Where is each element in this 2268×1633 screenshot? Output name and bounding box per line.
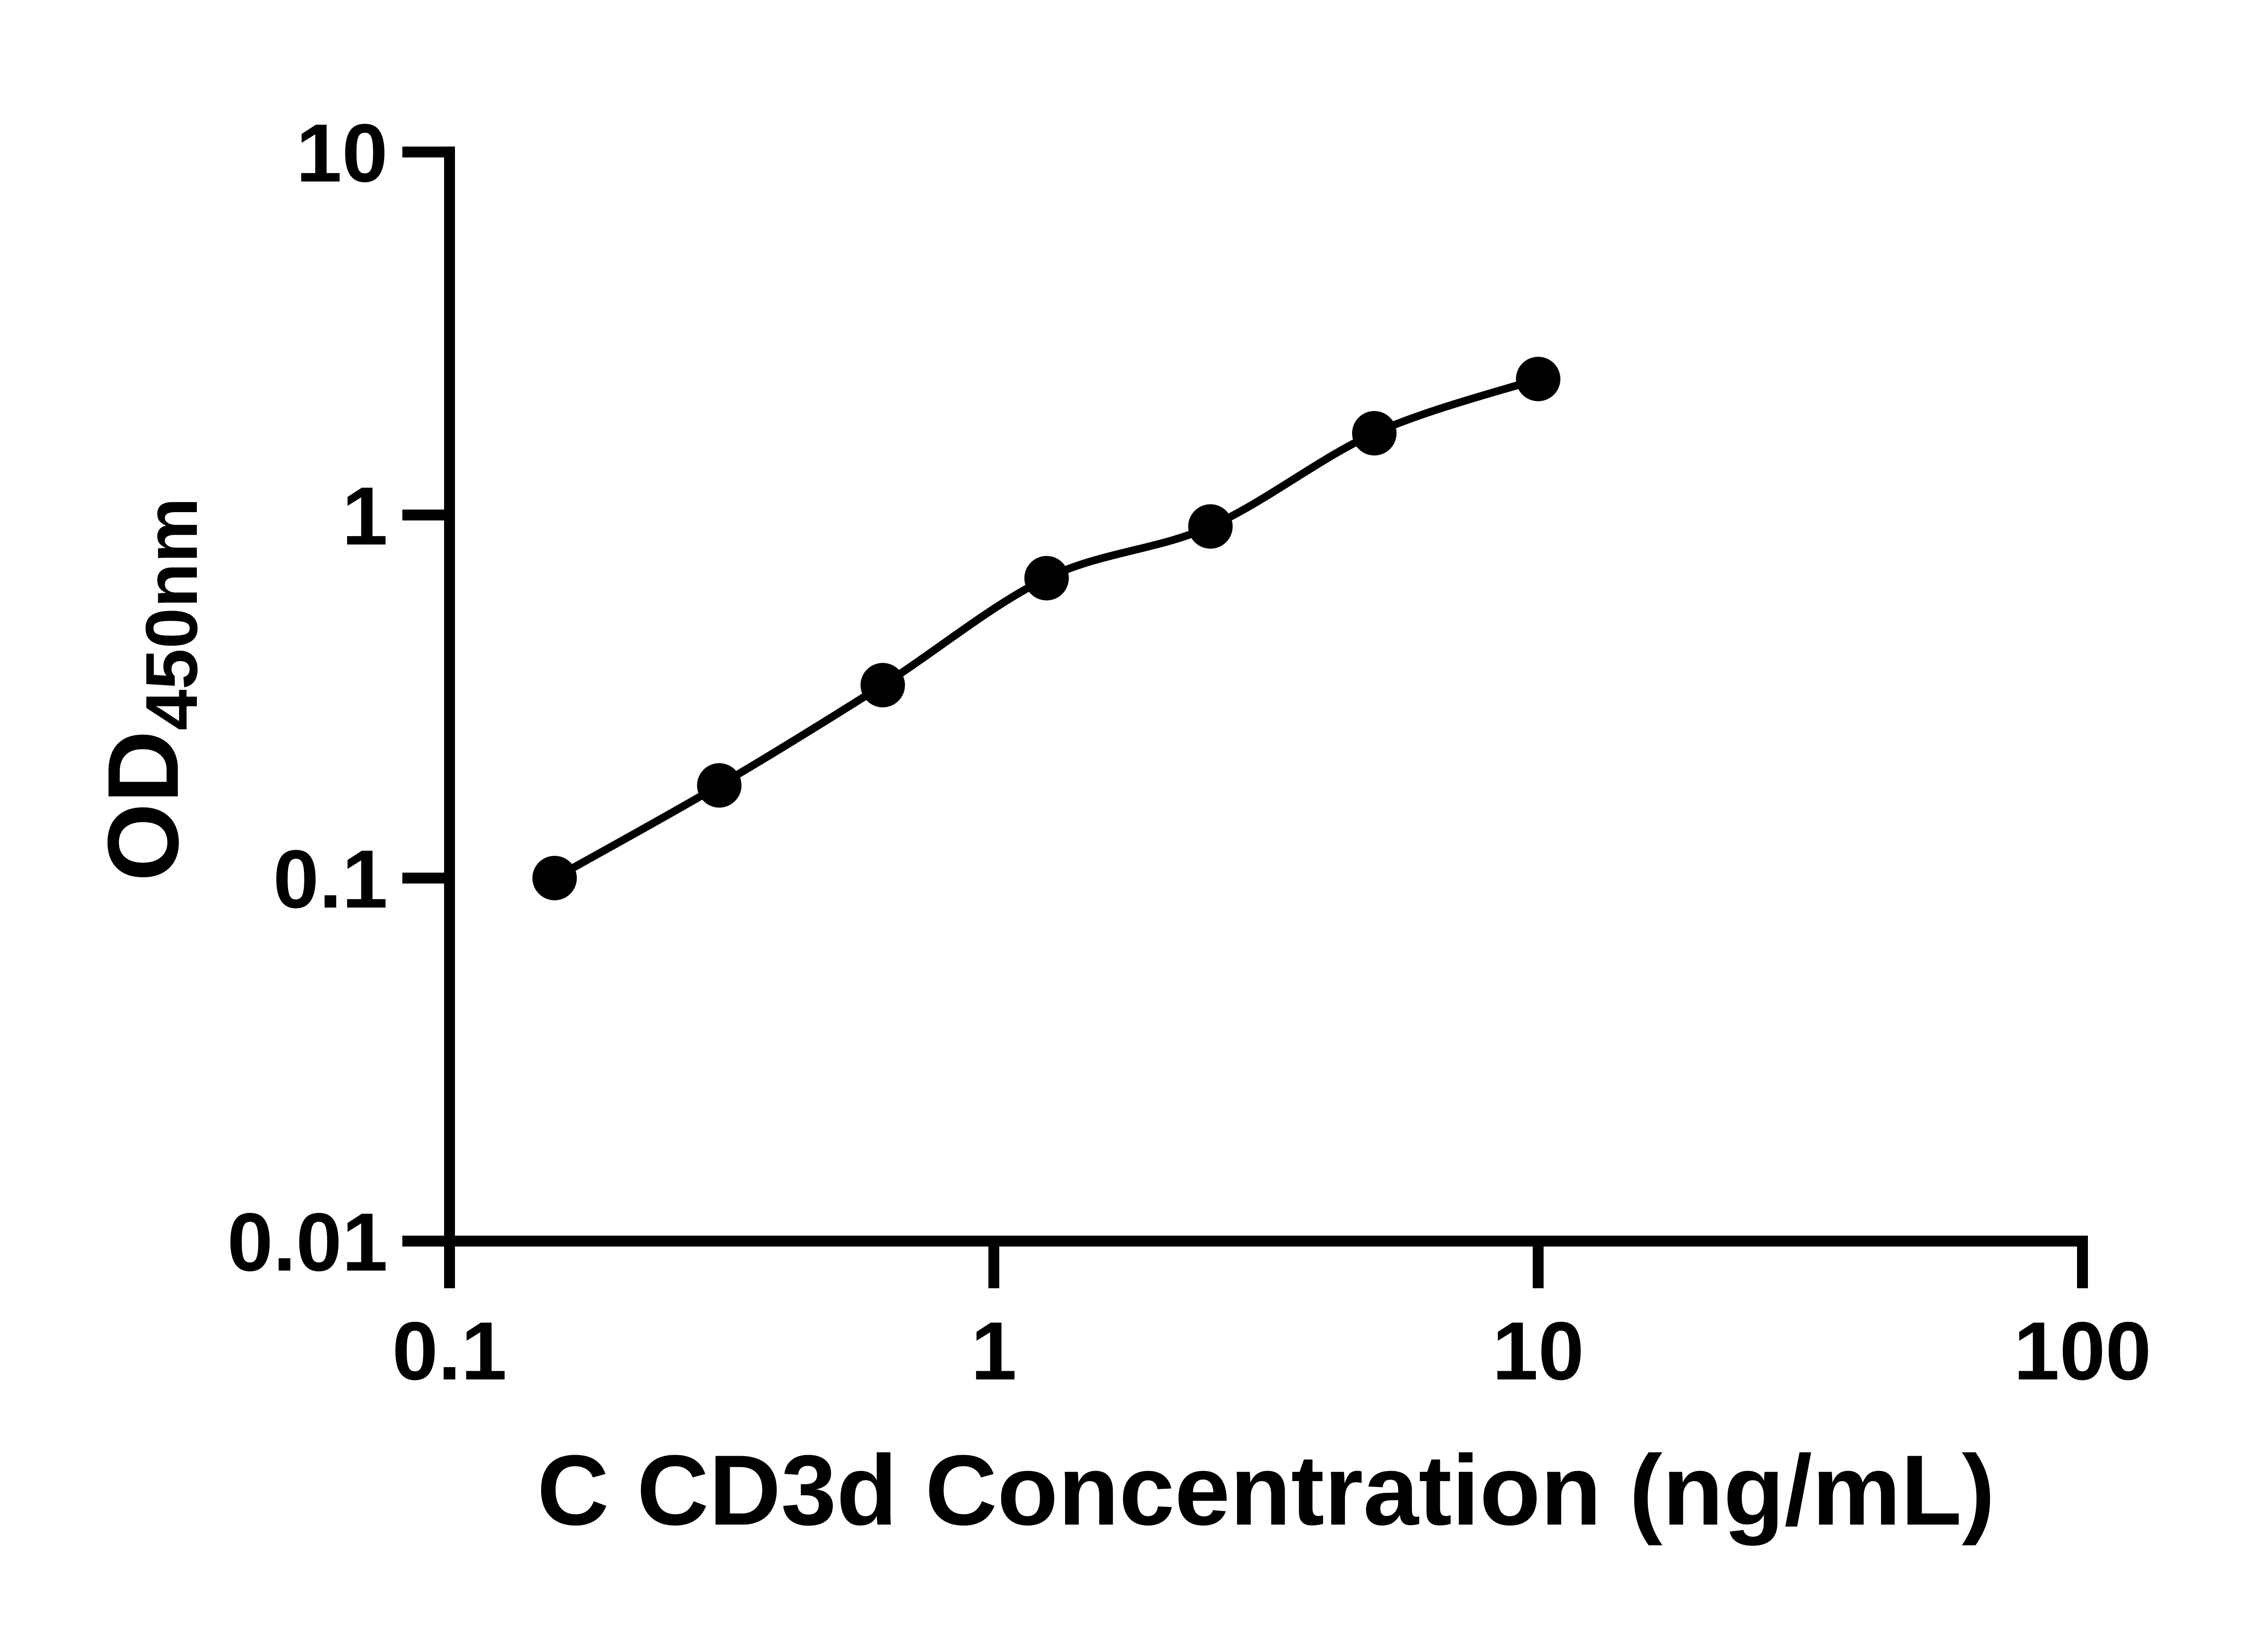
data-point-marker	[532, 856, 577, 900]
axes	[444, 147, 2088, 1247]
data-point-marker	[697, 763, 742, 808]
data-series	[532, 357, 1560, 900]
x-tick-label: 10	[1492, 1305, 1584, 1397]
y-axis-title: OD450nm	[87, 498, 213, 881]
y-tick-label: 0.01	[227, 1196, 388, 1288]
data-point-marker	[1352, 411, 1397, 456]
x-tick-label: 100	[2014, 1305, 2151, 1397]
data-point-marker	[1024, 556, 1069, 601]
y-axis-title-subscript: 450nm	[131, 498, 213, 730]
data-point-marker	[1188, 504, 1233, 549]
x-tick-label: 0.1	[392, 1305, 507, 1397]
y-tick-label: 0.1	[273, 833, 388, 925]
tick-marks	[402, 147, 2088, 1288]
y-tick-label: 10	[296, 107, 388, 199]
x-tick-label: 1	[971, 1305, 1017, 1397]
standard-curve-line	[552, 375, 1540, 882]
y-axis-title-main: OD	[87, 730, 200, 881]
data-point-marker	[1516, 357, 1560, 401]
data-point-marker	[860, 663, 905, 708]
x-axis-title: C CD3d Concentration (ng/mL)	[537, 1434, 1995, 1546]
y-tick-label: 1	[342, 469, 388, 562]
